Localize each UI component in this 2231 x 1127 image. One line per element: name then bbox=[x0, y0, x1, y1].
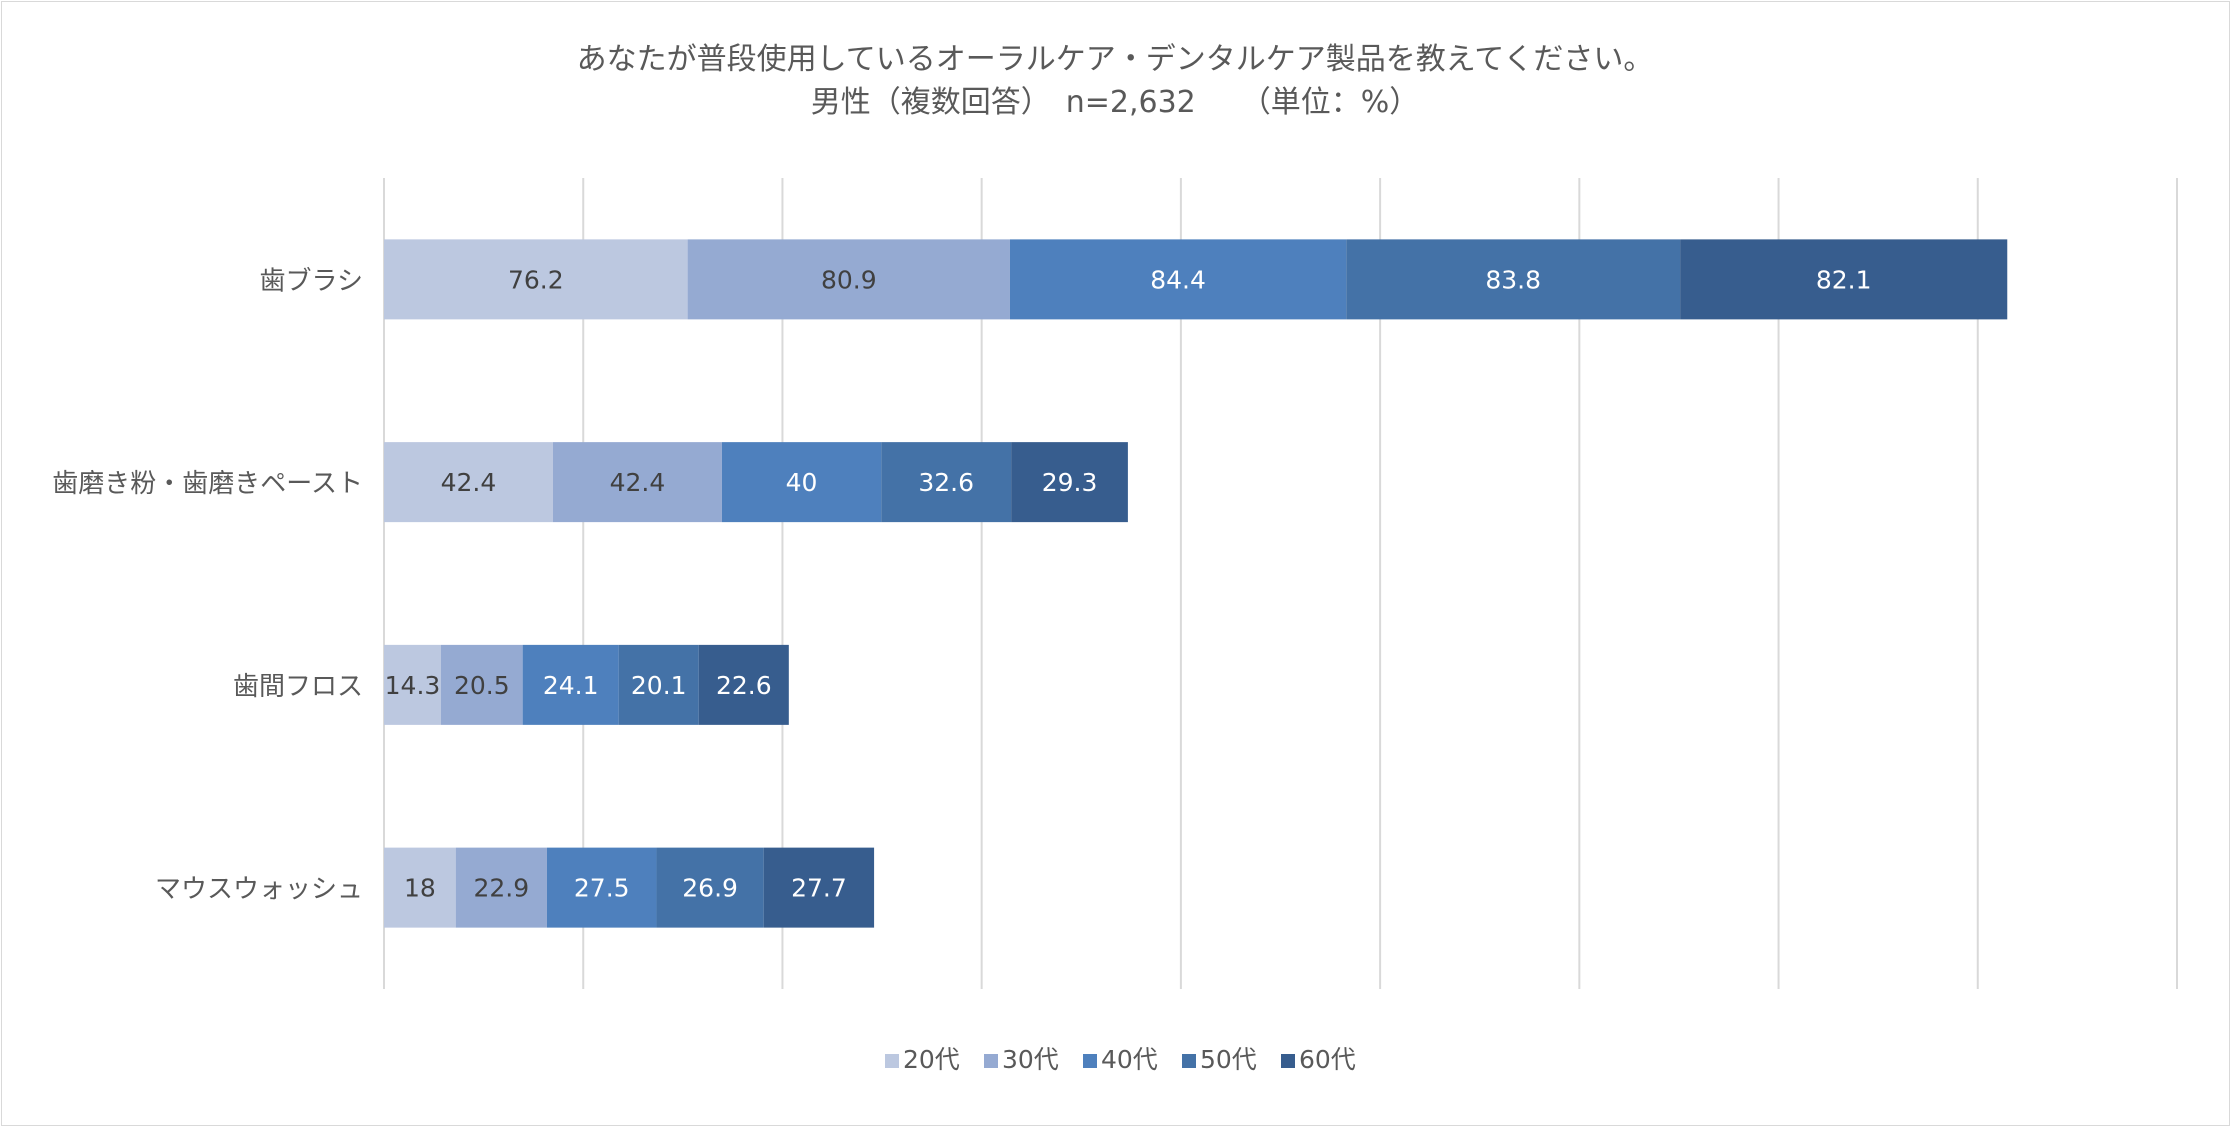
legend-swatch bbox=[1083, 1054, 1097, 1068]
bar-segment bbox=[698, 644, 789, 725]
bar-segment bbox=[546, 847, 657, 928]
bar-segment bbox=[384, 847, 456, 928]
data-label: 27.5 bbox=[574, 874, 630, 903]
bar-segment bbox=[552, 442, 722, 523]
data-label: 82.1 bbox=[1816, 265, 1872, 294]
bar-segment bbox=[687, 239, 1010, 320]
category-label: 歯間フロス bbox=[233, 672, 363, 702]
bar-segment bbox=[1346, 239, 1681, 320]
bar-segment bbox=[455, 847, 547, 928]
data-label: 40 bbox=[786, 468, 818, 497]
data-label: 29.3 bbox=[1042, 468, 1098, 497]
bar-segment bbox=[881, 442, 1012, 523]
data-label: 22.9 bbox=[474, 874, 530, 903]
data-label: 18 bbox=[404, 874, 436, 903]
legend-swatch bbox=[1281, 1054, 1295, 1068]
chart-title: あなたが普段使用しているオーラルケア・デンタルケア製品を教えてください。 bbox=[577, 42, 1654, 77]
data-label: 20.1 bbox=[631, 671, 687, 700]
data-label: 80.9 bbox=[821, 265, 877, 294]
bar-segment bbox=[384, 442, 553, 523]
bar-segment bbox=[763, 847, 875, 928]
bar-segment bbox=[440, 644, 523, 725]
legend-swatch bbox=[885, 1054, 899, 1068]
bar-segment bbox=[384, 239, 688, 320]
bar-segment bbox=[1680, 239, 2008, 320]
legend-label: 40代 bbox=[1101, 1045, 1158, 1074]
bar-segment bbox=[618, 644, 699, 725]
data-label: 27.7 bbox=[791, 874, 847, 903]
data-label: 22.6 bbox=[716, 671, 772, 700]
bar-segment bbox=[522, 644, 619, 725]
category-label: 歯ブラシ bbox=[260, 266, 363, 296]
bar-segment bbox=[1011, 442, 1128, 523]
data-label: 14.3 bbox=[385, 671, 441, 700]
data-label: 83.8 bbox=[1485, 265, 1541, 294]
data-label: 42.4 bbox=[610, 468, 666, 497]
legend-label: 30代 bbox=[1002, 1045, 1059, 1074]
bar-segment bbox=[656, 847, 764, 928]
legend-label: 20代 bbox=[903, 1045, 960, 1074]
data-label: 32.6 bbox=[918, 468, 974, 497]
data-label: 42.4 bbox=[441, 468, 497, 497]
chart-subtitle: 男性（複数回答） n=2,632 （単位：%） bbox=[811, 85, 1420, 120]
data-label: 84.4 bbox=[1150, 265, 1206, 294]
data-label: 24.1 bbox=[543, 671, 599, 700]
legend-label: 60代 bbox=[1299, 1045, 1356, 1074]
legend-label: 50代 bbox=[1200, 1045, 1257, 1074]
legend-swatch bbox=[1182, 1054, 1196, 1068]
data-label: 20.5 bbox=[454, 671, 510, 700]
data-label: 26.9 bbox=[682, 874, 738, 903]
bar-segment bbox=[721, 442, 882, 523]
bar-segment bbox=[384, 644, 441, 725]
data-label: 76.2 bbox=[508, 265, 564, 294]
bar-segment bbox=[1009, 239, 1347, 320]
category-label: マウスウォッシュ bbox=[155, 875, 363, 905]
category-label: 歯磨き粉・歯磨きペースト bbox=[52, 469, 363, 499]
legend-swatch bbox=[984, 1054, 998, 1068]
